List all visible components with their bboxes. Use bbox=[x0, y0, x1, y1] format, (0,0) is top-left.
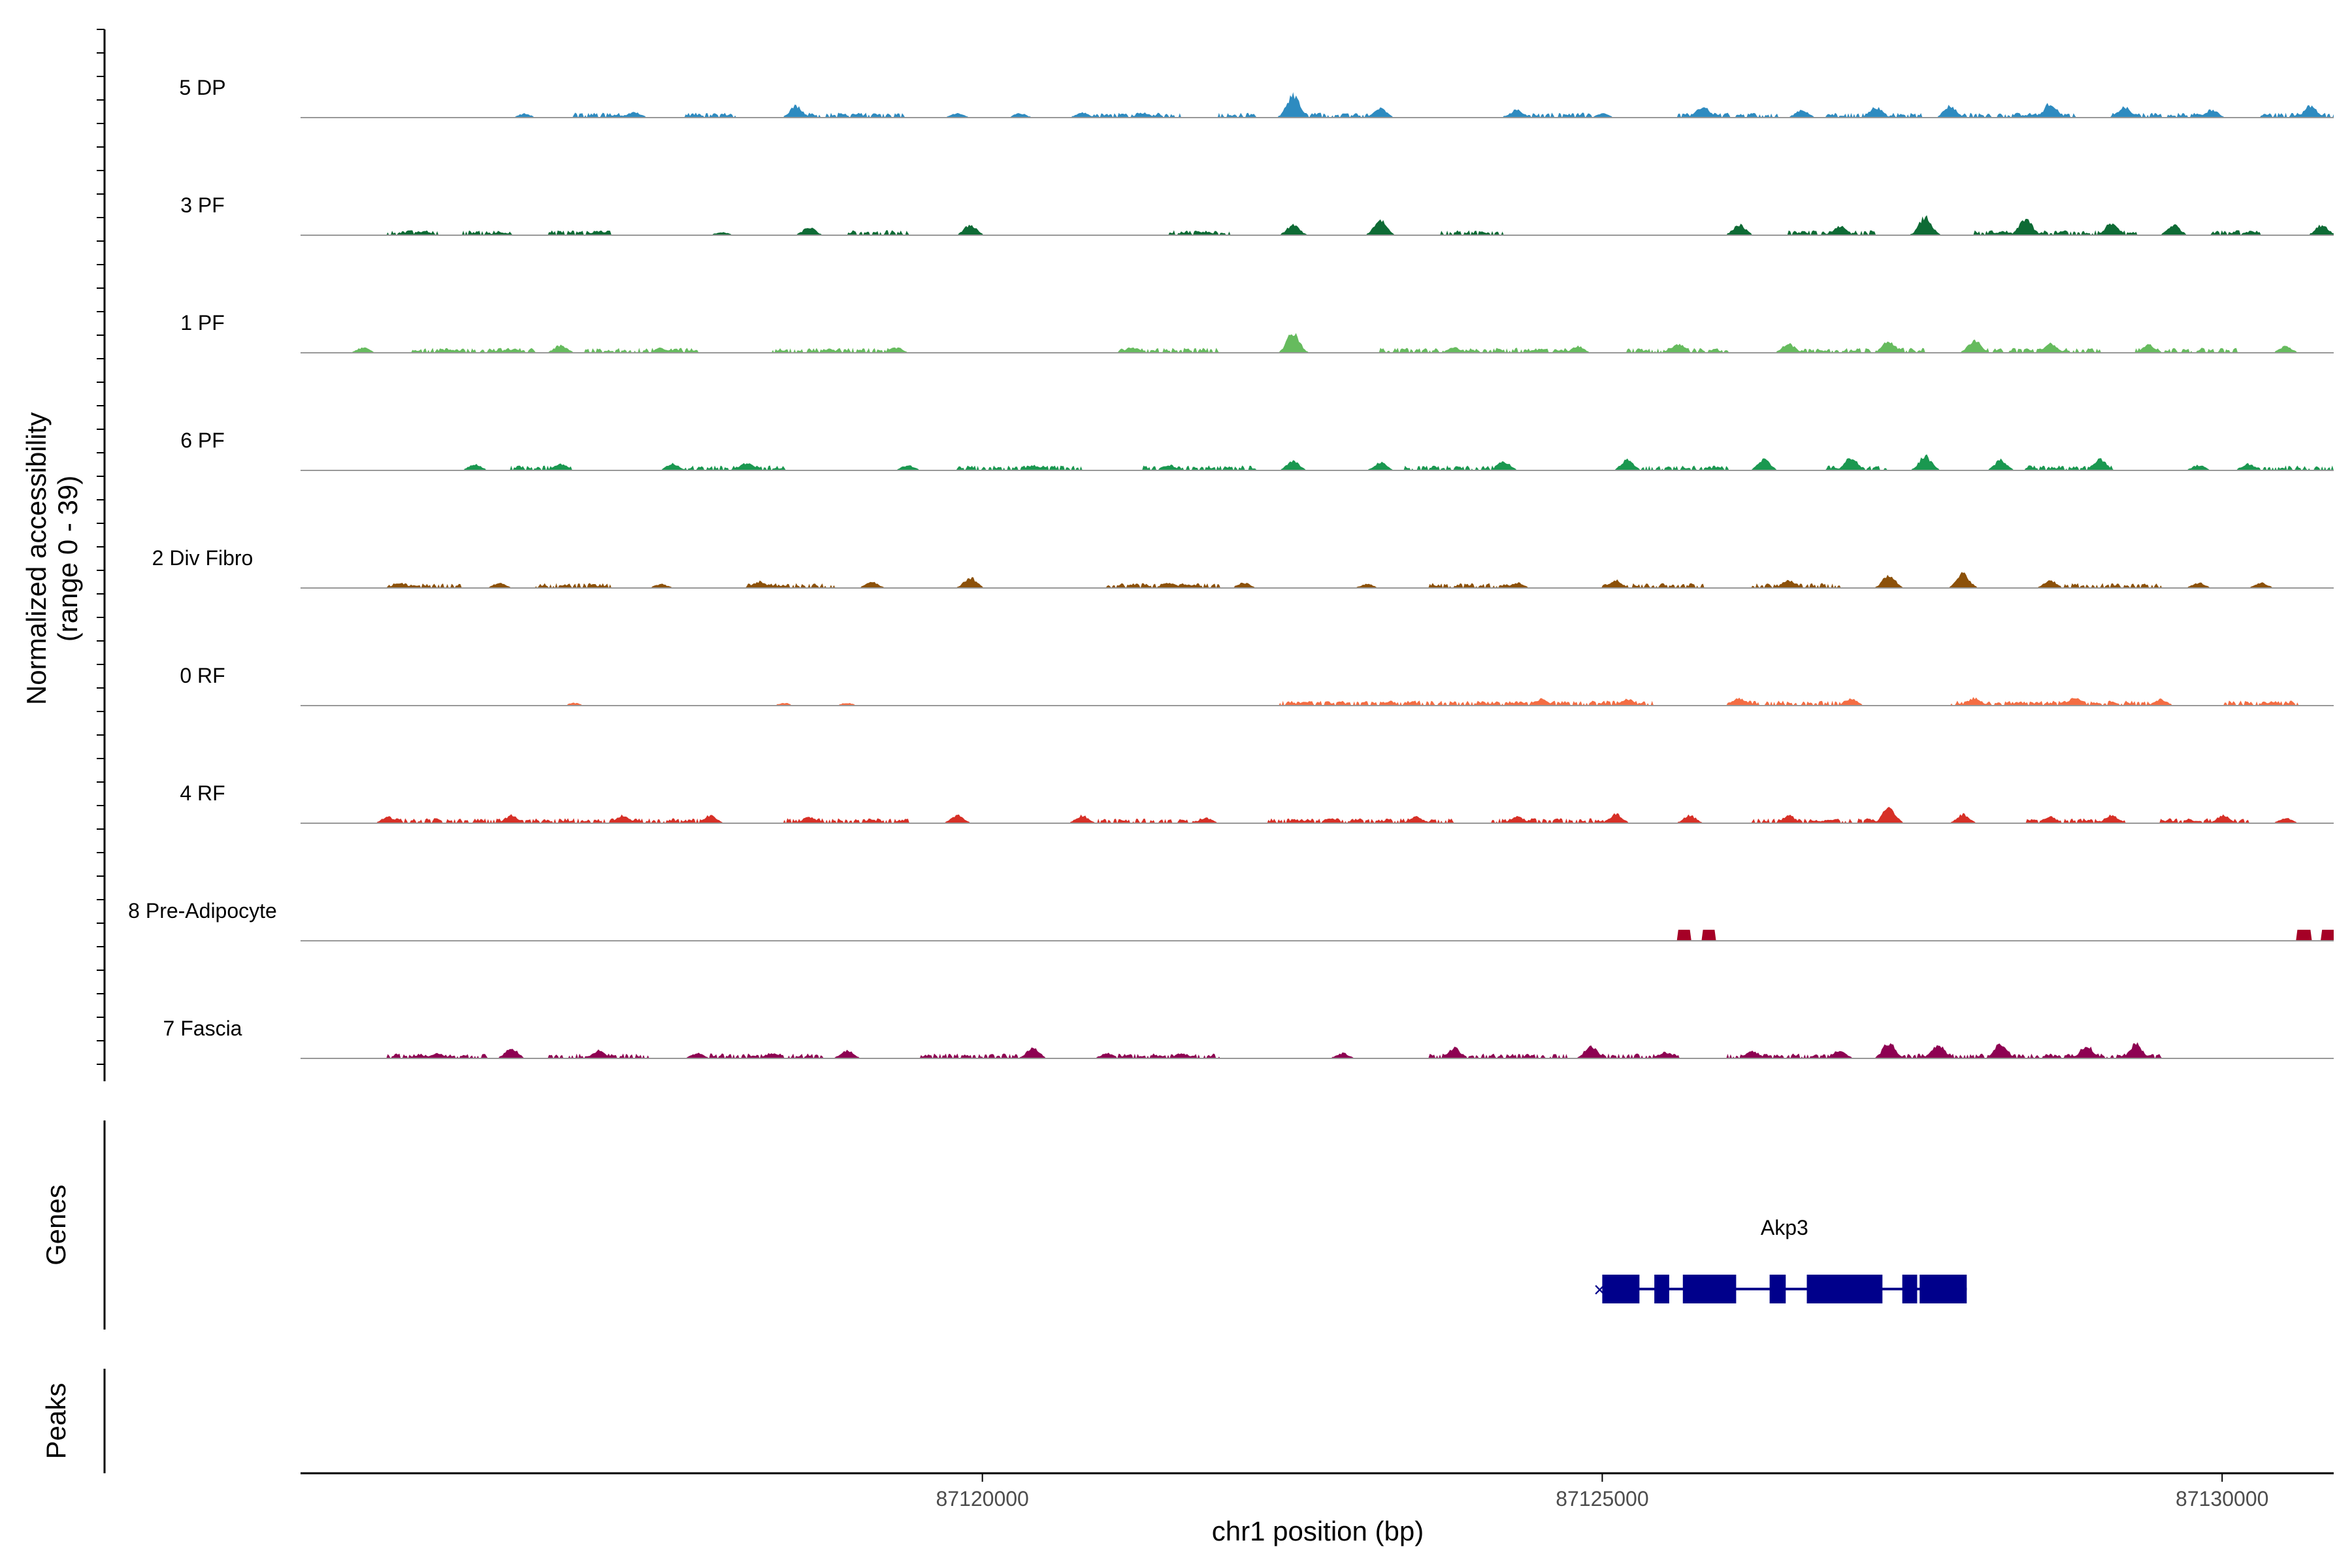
y-axis-title-group: Normalized accessibility (range 0 - 39) bbox=[21, 412, 83, 705]
coverage-area bbox=[301, 215, 2334, 235]
coverage-area bbox=[301, 572, 2334, 588]
coverage-area bbox=[301, 454, 2334, 470]
track-0-rf: 0 RF bbox=[180, 664, 2334, 706]
coverage-area bbox=[301, 333, 2334, 353]
track-4-rf: 4 RF bbox=[180, 781, 2334, 824]
coverage-area bbox=[301, 807, 2334, 823]
gene-strand-marker: × bbox=[1593, 1278, 1606, 1301]
gene-label: Akp3 bbox=[1761, 1216, 1808, 1239]
y-axis-title-line2: (range 0 - 39) bbox=[52, 476, 83, 642]
gene-exon bbox=[1769, 1275, 1786, 1303]
gene-exon bbox=[1919, 1275, 1967, 1303]
x-axis-title: chr1 position (bp) bbox=[1212, 1516, 1424, 1546]
track-label: 8 Pre-Adipocyte bbox=[128, 899, 277, 923]
coverage-tracks: 5 DP 3 PF 1 PF 6 PF 2 Div Fibro 0 RF 4 RF 8 Pre… bbox=[128, 76, 2334, 1059]
track-label: 2 Div Fibro bbox=[152, 546, 253, 570]
track-7-fascia: 7 Fascia bbox=[163, 1017, 2334, 1059]
gene-exon bbox=[1602, 1275, 1640, 1303]
gene-exon bbox=[1682, 1275, 1737, 1303]
x-axis: 87120000 87125000 87130000 bbox=[301, 1472, 2334, 1511]
coverage-area bbox=[301, 92, 2334, 118]
track-6-pf: 6 PF bbox=[180, 429, 2334, 471]
peaks-panel: Peaks bbox=[41, 1369, 106, 1473]
track-label: 7 Fascia bbox=[163, 1017, 242, 1040]
y-axis-title-line1: Normalized accessibility bbox=[21, 412, 52, 705]
gene-exon bbox=[1654, 1275, 1669, 1303]
track-label: 4 RF bbox=[180, 781, 225, 805]
x-tick-label: 87120000 bbox=[936, 1487, 1028, 1511]
track-label: 0 RF bbox=[180, 664, 225, 687]
track-label: 3 PF bbox=[180, 193, 225, 217]
track-8-pre-adipocyte: 8 Pre-Adipocyte bbox=[128, 899, 2334, 941]
coverage-area bbox=[301, 696, 2334, 706]
x-tick-label: 87130000 bbox=[2176, 1487, 2268, 1511]
track-2-div-fibro: 2 Div Fibro bbox=[152, 546, 2334, 589]
gene-exon bbox=[1902, 1275, 1918, 1303]
track-label: 5 DP bbox=[179, 76, 225, 99]
gene-model: × bbox=[1593, 1275, 1967, 1303]
track-1-pf: 1 PF bbox=[180, 311, 2334, 353]
accessibility-y-axis bbox=[97, 29, 106, 1081]
gene-exon bbox=[1806, 1275, 1883, 1303]
track-label: 1 PF bbox=[180, 311, 225, 335]
genes-track-title: Genes bbox=[41, 1184, 71, 1266]
genes-panel: Genes Akp3 × bbox=[41, 1120, 1967, 1330]
track-5-dp: 5 DP bbox=[179, 76, 2334, 118]
peaks-track-title: Peaks bbox=[41, 1383, 71, 1460]
track-3-pf: 3 PF bbox=[180, 193, 2334, 236]
x-tick-label: 87125000 bbox=[1556, 1487, 1648, 1511]
coverage-area bbox=[301, 1042, 2334, 1058]
track-label: 6 PF bbox=[180, 429, 225, 452]
